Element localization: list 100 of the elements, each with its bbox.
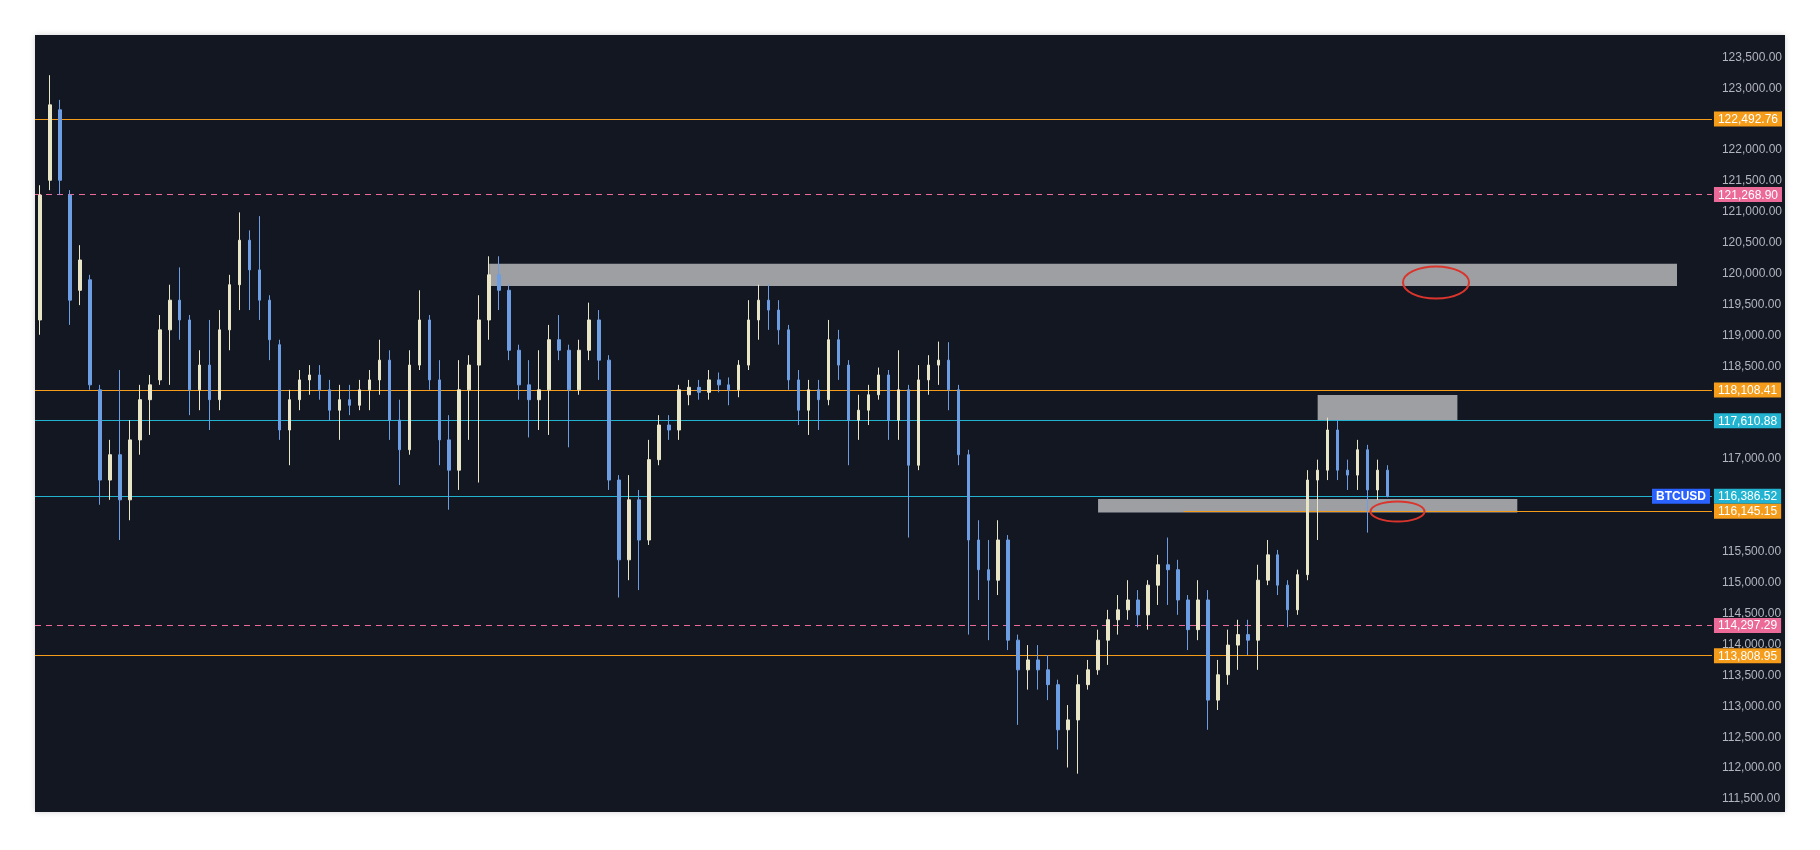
candlestick bbox=[168, 284, 172, 386]
candlestick bbox=[1066, 704, 1070, 768]
candlestick bbox=[627, 474, 631, 581]
y-tick-label: 119,000.00 bbox=[1721, 327, 1782, 342]
candlestick bbox=[298, 369, 301, 411]
candlestick bbox=[847, 359, 850, 466]
y-tick-label: 112,000.00 bbox=[1721, 760, 1782, 775]
candlestick bbox=[138, 384, 142, 456]
y-tick-label: 113,000.00 bbox=[1721, 698, 1782, 713]
candlestick bbox=[1036, 644, 1040, 691]
candlestick bbox=[428, 314, 431, 391]
candlestick bbox=[747, 299, 750, 371]
candlestick bbox=[268, 294, 271, 361]
candlestick bbox=[727, 376, 730, 406]
candlestick bbox=[917, 364, 920, 471]
candlestick bbox=[797, 369, 800, 426]
candlestick bbox=[1216, 659, 1220, 711]
candlestick bbox=[1126, 579, 1130, 621]
candlestick bbox=[1046, 654, 1050, 701]
candlestick bbox=[1116, 594, 1120, 636]
candlestick bbox=[1106, 609, 1110, 666]
candlestick bbox=[198, 349, 201, 411]
candlestick bbox=[148, 374, 152, 436]
candlestick bbox=[777, 299, 780, 346]
candlestick bbox=[78, 244, 82, 306]
ref-line-label: 122,492.76 bbox=[1717, 111, 1779, 126]
candlestick bbox=[897, 349, 900, 441]
candlestick bbox=[1056, 679, 1060, 751]
candlestick bbox=[787, 324, 790, 391]
y-tick-label: 114,500.00 bbox=[1721, 605, 1782, 620]
y-tick-label: 114,000.00 bbox=[1721, 636, 1782, 651]
candlestick bbox=[887, 369, 890, 441]
candlestick bbox=[447, 414, 451, 511]
candlestick bbox=[1266, 539, 1270, 586]
candlestick bbox=[607, 354, 611, 491]
candlestick bbox=[567, 344, 571, 448]
candlestick bbox=[497, 255, 501, 311]
ref-line-label: 121,268.90 bbox=[1717, 187, 1779, 202]
candlestick bbox=[1086, 659, 1090, 691]
candlestick bbox=[368, 369, 371, 411]
candlestick bbox=[388, 349, 391, 441]
candlestick bbox=[587, 302, 591, 361]
candlestick bbox=[547, 324, 551, 436]
candlestick bbox=[667, 414, 671, 441]
candlestick bbox=[657, 414, 661, 466]
candlestick bbox=[308, 364, 311, 396]
y-tick-label: 115,000.00 bbox=[1721, 575, 1782, 590]
candlestick bbox=[1336, 419, 1339, 481]
candlestick bbox=[1256, 564, 1260, 671]
candlestick bbox=[637, 489, 641, 591]
candlestick bbox=[1286, 579, 1289, 628]
candlestick bbox=[477, 294, 481, 484]
candlestick bbox=[517, 344, 521, 401]
candlestick bbox=[867, 384, 870, 426]
candlestick bbox=[737, 359, 740, 398]
candlestick bbox=[877, 367, 880, 401]
y-tick-label: 112,500.00 bbox=[1721, 729, 1782, 744]
candlestick bbox=[507, 284, 511, 361]
candlestick bbox=[38, 184, 42, 336]
ref-line-label: 116,386.52 bbox=[1717, 489, 1778, 504]
candlestick bbox=[118, 369, 122, 541]
y-tick-label: 120,500.00 bbox=[1721, 235, 1783, 250]
candlestick bbox=[238, 211, 241, 311]
y-tick-label: 113,500.00 bbox=[1721, 667, 1782, 682]
ref-line-label: 118,108.41 bbox=[1717, 382, 1778, 397]
candlestick bbox=[457, 359, 461, 491]
y-tick-label: 119,500.00 bbox=[1721, 296, 1782, 311]
candlestick bbox=[48, 74, 52, 191]
candlestick bbox=[967, 449, 970, 636]
y-tick-label: 121,500.00 bbox=[1721, 173, 1783, 188]
y-tick-label: 123,500.00 bbox=[1721, 49, 1783, 64]
candlestick bbox=[1346, 459, 1349, 491]
candlestick bbox=[188, 314, 191, 416]
candlestick bbox=[1366, 444, 1369, 534]
candlestick bbox=[957, 384, 960, 466]
candlestick bbox=[647, 439, 651, 546]
candlestick bbox=[1276, 549, 1279, 596]
candlestick bbox=[757, 284, 760, 341]
candlestick bbox=[1096, 629, 1100, 676]
ref-line-label: 113,808.95 bbox=[1717, 648, 1778, 663]
candlestick bbox=[837, 329, 840, 381]
candlestick bbox=[817, 379, 820, 431]
candlestick bbox=[218, 309, 221, 411]
candlestick bbox=[487, 255, 491, 341]
candlestick bbox=[717, 372, 721, 393]
candlestick bbox=[1156, 554, 1160, 606]
candlestick bbox=[677, 384, 681, 441]
candlestick bbox=[398, 399, 401, 486]
candlestick bbox=[577, 339, 581, 396]
candlestick bbox=[927, 354, 930, 396]
candlestick bbox=[537, 349, 541, 431]
candlestick bbox=[208, 319, 211, 431]
candlestick bbox=[1166, 537, 1170, 606]
y-tick-label: 117,000.00 bbox=[1721, 451, 1782, 466]
candlestick bbox=[697, 379, 701, 401]
candlestick bbox=[1306, 469, 1309, 581]
candlestick bbox=[996, 519, 1000, 596]
y-tick-label: 122,000.00 bbox=[1721, 142, 1783, 157]
y-tick-label: 118,500.00 bbox=[1721, 358, 1782, 373]
candlestick bbox=[857, 394, 860, 441]
